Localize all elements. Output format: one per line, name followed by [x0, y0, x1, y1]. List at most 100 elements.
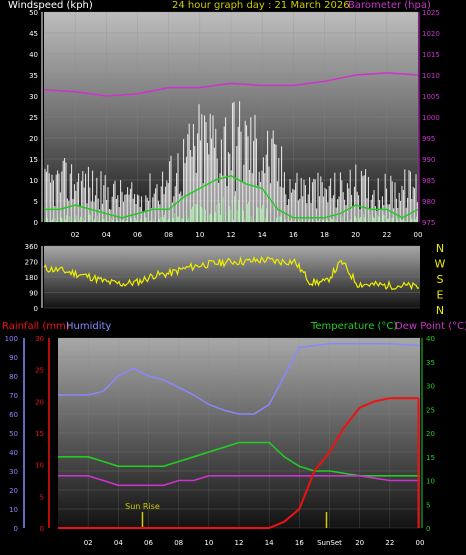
- rain-x-tick: 06: [144, 539, 153, 547]
- compass-letter: N: [436, 242, 444, 255]
- wind-x-tick: 08: [164, 231, 173, 239]
- windspeed-axis-label: Windspeed (kph): [8, 0, 93, 11]
- barometer-series: [43, 72, 419, 97]
- humidity-axis-label: Humidity: [66, 321, 112, 332]
- baro-y-tick: 1025: [422, 9, 440, 17]
- rain-y-tick: 5: [40, 493, 44, 501]
- direction-y-tick: 0: [34, 305, 38, 313]
- humidity-y-tick: 60: [9, 411, 18, 419]
- baro-y-tick: 980: [422, 198, 435, 206]
- sunrise-label: Sun Rise: [125, 502, 160, 511]
- humidity-y-tick: 50: [9, 430, 18, 438]
- baro-y-tick: 1000: [422, 114, 440, 122]
- temp-y-tick: 10: [426, 478, 435, 486]
- wind-x-tick: 22: [382, 231, 391, 239]
- wind-average-series: [44, 174, 419, 219]
- baro-y-tick: 1015: [422, 51, 440, 59]
- humidity-y-tick: 80: [9, 373, 18, 381]
- humidity-y-tick: 0: [14, 525, 18, 533]
- rain-x-tick: 14: [265, 539, 274, 547]
- wind-y-tick: 15: [29, 156, 38, 164]
- baro-y-tick: 1020: [422, 30, 440, 38]
- humidity-y-tick: 90: [9, 354, 18, 362]
- humidity-y-tick: 10: [9, 506, 18, 514]
- dewpoint-series: [58, 474, 420, 487]
- baro-y-tick: 995: [422, 135, 435, 143]
- wind-x-tick: 20: [351, 231, 360, 239]
- rain-x-tick: 04: [114, 539, 123, 547]
- humidity-y-tick: 40: [9, 449, 18, 457]
- baro-y-tick: 1010: [422, 72, 440, 80]
- temp-y-tick: 15: [426, 454, 435, 462]
- direction-y-tick: 360: [25, 243, 38, 251]
- direction-y-tick: 270: [25, 259, 38, 267]
- direction-series: [43, 256, 420, 291]
- wind-x-tick: 14: [258, 231, 267, 239]
- dewpoint-axis-label: Dew Point (°C): [395, 321, 466, 332]
- barometer-axis-label: Barometer (hpa): [348, 0, 431, 11]
- temp-y-tick: 20: [426, 430, 435, 438]
- temperature-series: [58, 441, 420, 477]
- wind-y-tick: 40: [29, 51, 38, 59]
- rain-x-tick: 16: [295, 539, 304, 547]
- temp-y-tick: 5: [426, 501, 430, 509]
- wind-low-bars: [44, 195, 418, 222]
- wind-y-tick: 0: [34, 219, 38, 227]
- temp-y-tick: 40: [426, 335, 435, 343]
- rain-x-tick: 22: [385, 539, 394, 547]
- humidity-y-tick: 70: [9, 392, 18, 400]
- rain-x-tick: 12: [235, 539, 244, 547]
- direction-y-tick: 180: [25, 274, 38, 282]
- humidity-y-tick: 100: [5, 335, 18, 343]
- wind-y-tick: 50: [29, 9, 38, 17]
- baro-y-tick: 985: [422, 177, 435, 185]
- rain-x-tick: 02: [84, 539, 93, 547]
- humidity-y-tick: 30: [9, 468, 18, 476]
- wind-x-tick: 00: [414, 231, 423, 239]
- baro-y-tick: 990: [422, 156, 435, 164]
- temp-y-tick: 0: [426, 525, 430, 533]
- compass-letter: W: [435, 258, 446, 271]
- rain-x-tick: 08: [174, 539, 183, 547]
- wind-y-tick: 5: [34, 198, 38, 206]
- rainfall-axis-label: Rainfall (mm): [2, 321, 70, 332]
- rain-x-tick: SunSet: [317, 539, 342, 547]
- rain-y-tick: 30: [35, 335, 44, 343]
- temp-y-tick: 30: [426, 383, 435, 391]
- rainfall-series: [58, 397, 419, 529]
- temp-y-tick: 25: [426, 406, 435, 414]
- wind-x-tick: 04: [102, 231, 111, 239]
- rain-y-tick: 10: [35, 462, 44, 470]
- compass-letter: N: [436, 304, 444, 317]
- temp-y-tick: 35: [426, 359, 435, 367]
- wind-x-tick: 06: [133, 231, 142, 239]
- rain-y-tick: 20: [35, 398, 44, 406]
- baro-y-tick: 1005: [422, 93, 440, 101]
- wind-y-tick: 45: [29, 30, 38, 38]
- baro-y-tick: 975: [422, 219, 435, 227]
- rain-y-tick: 25: [35, 367, 44, 375]
- rain-x-tick: 20: [355, 539, 364, 547]
- wind-y-tick: 35: [29, 72, 38, 80]
- wind-y-tick: 10: [29, 177, 38, 185]
- compass-letter: E: [437, 289, 444, 302]
- humidity-series: [58, 342, 421, 415]
- rain-y-tick: 15: [35, 430, 44, 438]
- rain-x-tick: 00: [416, 539, 425, 547]
- wind-y-tick: 20: [29, 135, 38, 143]
- compass-letter: S: [437, 273, 444, 286]
- humidity-y-tick: 20: [9, 487, 18, 495]
- rain-y-tick: 0: [40, 525, 44, 533]
- wind-x-tick: 10: [195, 231, 204, 239]
- wind-y-tick: 25: [29, 114, 38, 122]
- temperature-axis-label: Temperature (°C): [311, 321, 398, 332]
- wind-x-tick: 16: [289, 231, 298, 239]
- wind-x-tick: 02: [71, 231, 80, 239]
- graph-title: 24 hour graph day : 21 March 2026: [172, 0, 350, 11]
- wind-x-tick: 12: [227, 231, 236, 239]
- rain-x-tick: 10: [204, 539, 213, 547]
- wind-y-tick: 30: [29, 93, 38, 101]
- direction-y-tick: 90: [29, 290, 38, 298]
